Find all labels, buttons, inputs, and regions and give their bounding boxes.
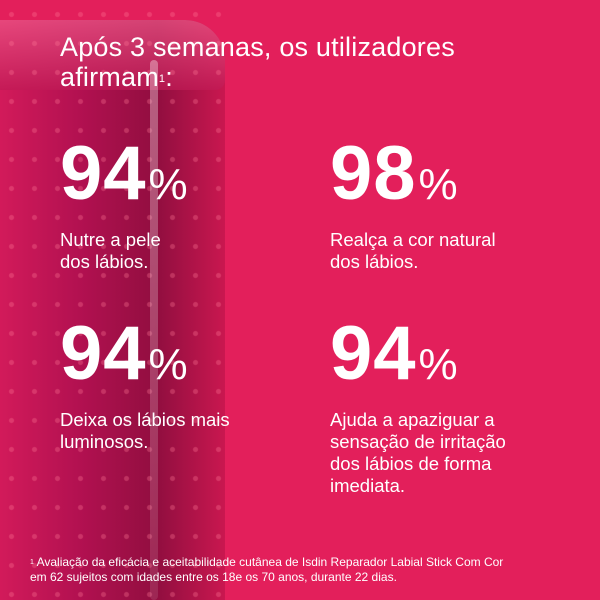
headline-colon: :: [165, 62, 173, 92]
stat-number: 94: [60, 311, 147, 396]
footnote-line1: Avaliação da eficácia e aceitabilidade c…: [36, 555, 504, 569]
stat-label: Ajuda a apaziguar a sensação de irritaçã…: [330, 409, 506, 496]
stat-number: 98: [330, 131, 417, 216]
headline-line1: Após 3 semanas, os utilizadores: [60, 32, 455, 62]
stat-number: 94: [60, 131, 147, 216]
stat-value: 94%: [60, 136, 190, 223]
stat-unit: %: [148, 340, 189, 389]
stat-label: Nutre a pele dos lábios.: [60, 229, 161, 272]
stat-value: 98%: [330, 136, 520, 223]
stat-soothe: 94% Ajuda a apaziguar a sensação de irri…: [330, 316, 530, 497]
stat-label: Realça a cor natural dos lábios.: [330, 229, 496, 272]
stat-unit: %: [148, 160, 189, 209]
footnote-line2: em 62 sujeitos com idades entre os 18e o…: [30, 570, 397, 584]
footnote-ref: 1: [158, 73, 166, 85]
stat-number: 94: [330, 311, 417, 396]
stat-value: 94%: [330, 316, 530, 403]
stat-unit: %: [418, 160, 459, 209]
lipstick-top: [0, 20, 225, 90]
headline: Após 3 semanas, os utilizadores afirmam1…: [60, 32, 455, 92]
lipstick-highlight: [150, 60, 158, 600]
water-droplets: [0, 0, 230, 600]
stat-luminous: 94% Deixa os lábios mais luminosos.: [60, 316, 230, 453]
stat-label: Deixa os lábios mais luminosos.: [60, 409, 230, 452]
stat-nourish: 94% Nutre a pele dos lábios.: [60, 136, 190, 273]
headline-line2: afirmam: [60, 62, 159, 92]
stat-unit: %: [418, 340, 459, 389]
stat-color: 98% Realça a cor natural dos lábios.: [330, 136, 520, 273]
footnote-marker: 1: [30, 559, 34, 566]
footnote: 1 Avaliação da eficácia e aceitabilidade…: [30, 555, 503, 585]
stat-value: 94%: [60, 316, 230, 403]
lipstick-image: [0, 20, 225, 600]
